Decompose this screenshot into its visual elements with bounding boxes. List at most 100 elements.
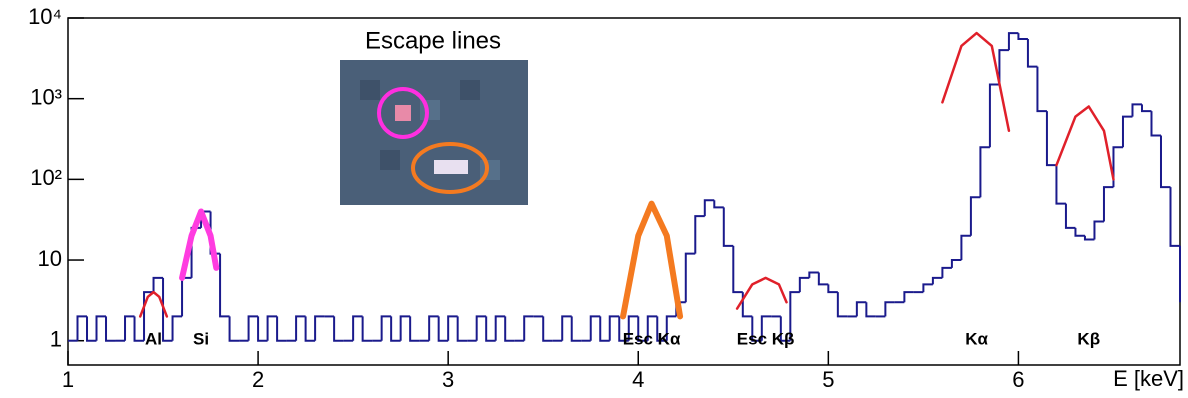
- x-tick-label: 1: [62, 367, 74, 392]
- histogram-bin: [182, 278, 192, 316]
- inset-title: Escape lines: [365, 27, 501, 54]
- histogram-bin: [524, 316, 534, 340]
- y-tick-label: 10²: [30, 165, 62, 190]
- histogram-bin: [819, 273, 829, 285]
- hit-pixel: [434, 160, 468, 174]
- peak-label: Si: [193, 329, 209, 348]
- histogram-bin: [600, 316, 610, 340]
- y-tick-label: 10: [38, 246, 62, 271]
- histogram-bin: [258, 316, 268, 340]
- histogram-bin: [296, 316, 306, 340]
- histogram-bin: [363, 316, 373, 340]
- histogram-bin: [486, 316, 496, 340]
- histogram-bin: [1066, 204, 1076, 228]
- histogram-bin: [439, 316, 449, 340]
- histogram-bin: [990, 84, 1000, 147]
- y-tick-label: 10⁴: [28, 4, 62, 29]
- histogram-bin: [809, 273, 819, 278]
- fit-curve: [737, 278, 786, 309]
- histogram-bin: [695, 216, 705, 254]
- histogram-bin: [154, 278, 164, 292]
- histogram-bin: [1170, 187, 1180, 246]
- chart: Escape lines E [keV] 11010²10³10⁴123456A…: [0, 0, 1188, 398]
- histogram-bin: [1113, 147, 1123, 187]
- x-tick-label: 6: [1012, 367, 1024, 392]
- histogram-bin: [306, 316, 316, 340]
- histogram-bin: [714, 200, 724, 207]
- histogram-bin: [1142, 104, 1152, 111]
- peak-label: Esc Kβ: [737, 329, 795, 348]
- histogram-bin: [391, 316, 401, 340]
- pixel: [360, 80, 380, 100]
- histogram-bin: [686, 254, 696, 303]
- histogram-bin: [866, 302, 876, 316]
- histogram-bin: [1018, 33, 1028, 39]
- histogram-bin: [942, 268, 952, 278]
- histogram-bin: [1037, 67, 1047, 112]
- histogram-bin: [724, 207, 734, 245]
- peak-label: Al: [145, 329, 162, 348]
- histogram-bin: [1056, 165, 1066, 203]
- histogram-bin: [980, 147, 990, 197]
- histogram-bin: [97, 316, 107, 340]
- histogram-bin: [572, 316, 582, 340]
- histogram-bin: [1104, 187, 1114, 221]
- histogram-bin: [1151, 111, 1161, 135]
- histogram-bin: [334, 316, 344, 340]
- histogram-bin: [733, 246, 743, 292]
- histogram-bin: [230, 316, 240, 340]
- histogram-bin: [1028, 39, 1038, 67]
- histogram-bin: [249, 316, 259, 340]
- histogram-bin: [999, 50, 1009, 84]
- histogram-bin: [952, 260, 962, 268]
- histogram-bin: [1161, 135, 1171, 187]
- pixel: [380, 150, 400, 170]
- histogram-bin: [106, 316, 116, 340]
- y-tick-label: 1: [50, 327, 62, 352]
- histogram-bin: [382, 316, 392, 340]
- histogram-bin: [173, 316, 183, 340]
- histogram-bin: [410, 316, 420, 340]
- histogram-bin: [961, 236, 971, 260]
- page: Escape lines E [keV] 11010²10³10⁴123456A…: [0, 0, 1188, 398]
- histogram-bin: [800, 278, 810, 292]
- histogram-bin: [1085, 236, 1095, 240]
- histogram-bin: [838, 292, 848, 316]
- histogram-bin: [1123, 117, 1133, 148]
- histogram-bin: [923, 284, 933, 292]
- x-tick-label: 3: [442, 367, 454, 392]
- peak-label: Kβ: [1077, 329, 1100, 348]
- histogram-bin: [353, 316, 363, 340]
- histogram-bin: [448, 316, 458, 340]
- histogram-bin: [429, 316, 439, 340]
- histogram-bin: [1132, 104, 1142, 116]
- histogram-bin: [125, 316, 135, 340]
- histogram-bin: [591, 316, 601, 340]
- histogram-bin: [78, 316, 88, 340]
- histogram-bin: [1075, 228, 1085, 236]
- histogram-bin: [458, 316, 468, 340]
- peak-label: Esc Kα: [623, 329, 681, 348]
- histogram-bin: [401, 316, 411, 340]
- histogram-bin: [315, 316, 325, 340]
- histogram-bin: [496, 316, 506, 340]
- histogram-bin: [1009, 33, 1019, 50]
- histogram-bin: [477, 316, 487, 340]
- histogram-bin: [857, 302, 867, 316]
- histogram-bin: [562, 316, 572, 340]
- x-tick-label: 5: [822, 367, 834, 392]
- histogram-bin: [505, 316, 515, 340]
- fit-curve: [942, 33, 1009, 131]
- peak-label: Kα: [965, 329, 988, 348]
- inset-image: [340, 60, 528, 205]
- x-axis-label: E [keV]: [1113, 366, 1184, 391]
- fit-curve: [623, 204, 680, 317]
- histogram-bin: [933, 278, 943, 284]
- histogram-bin: [705, 200, 715, 216]
- histogram-bin: [220, 254, 230, 317]
- y-tick-label: 10³: [30, 84, 62, 109]
- histogram-bin: [268, 316, 278, 340]
- histogram-bin: [828, 284, 838, 292]
- histogram-bin: [971, 197, 981, 235]
- histogram-bin: [610, 316, 620, 340]
